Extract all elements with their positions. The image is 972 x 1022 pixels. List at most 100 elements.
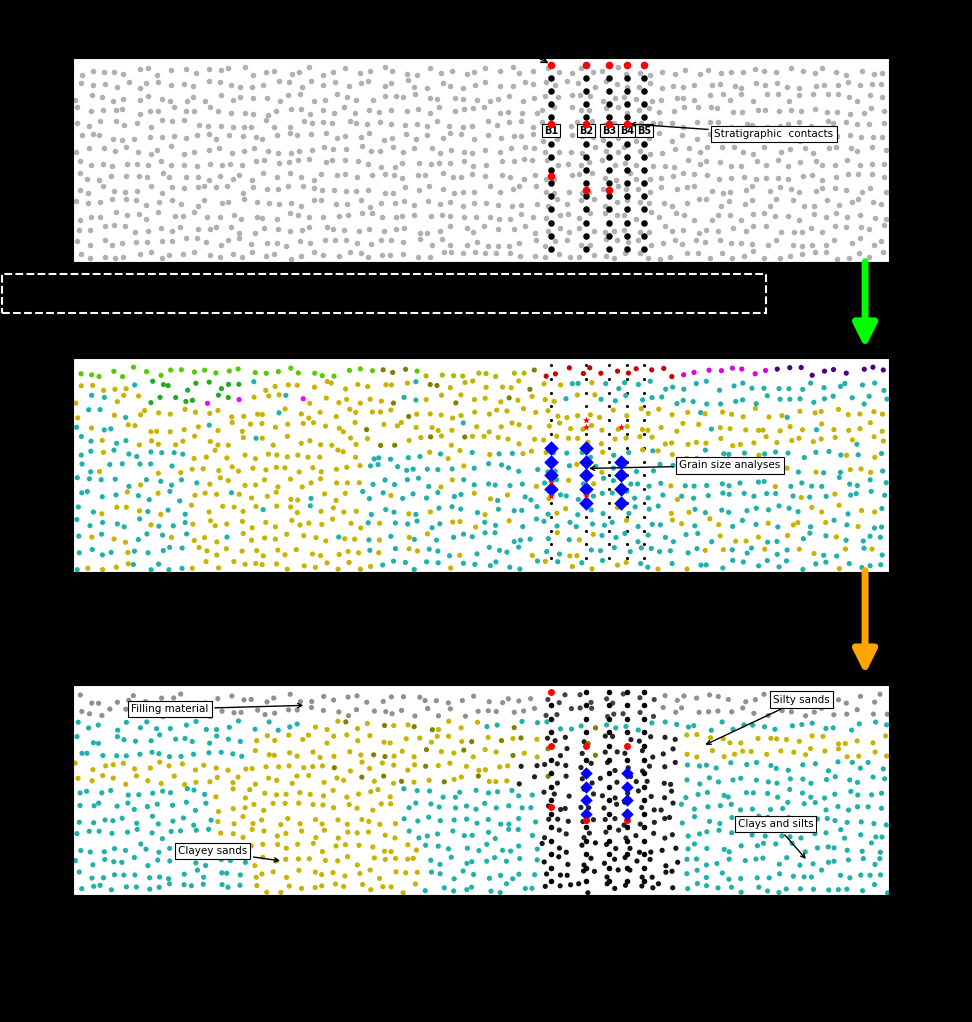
Point xyxy=(865,166,881,182)
Point xyxy=(340,689,356,705)
Point xyxy=(210,691,226,707)
Point xyxy=(808,244,823,261)
Point xyxy=(418,837,434,853)
Point xyxy=(176,76,191,92)
Point xyxy=(814,431,829,448)
Point xyxy=(459,810,474,827)
Point xyxy=(572,531,587,548)
Point xyxy=(304,546,320,562)
Point xyxy=(395,491,410,507)
Point xyxy=(106,363,122,379)
Point xyxy=(878,142,893,158)
Point xyxy=(553,801,569,818)
Point xyxy=(578,495,594,511)
Point xyxy=(623,476,639,493)
Point xyxy=(747,401,763,417)
Point xyxy=(249,869,264,885)
Point xyxy=(737,445,752,461)
Point xyxy=(349,688,364,704)
Point xyxy=(641,406,656,422)
Point xyxy=(772,693,787,709)
Point xyxy=(634,540,649,556)
Point xyxy=(456,184,471,200)
Point xyxy=(637,109,652,126)
Point xyxy=(808,556,823,572)
Point xyxy=(129,183,145,199)
Point xyxy=(828,64,844,81)
Point xyxy=(396,144,411,160)
Point xyxy=(191,419,206,435)
Point xyxy=(602,426,617,443)
Point xyxy=(699,167,714,183)
Point xyxy=(795,237,811,253)
Point xyxy=(637,201,652,218)
Point xyxy=(619,495,635,511)
Point xyxy=(619,454,635,470)
Point xyxy=(84,695,99,711)
Point xyxy=(585,166,601,182)
Point xyxy=(610,421,626,437)
Point xyxy=(162,785,178,801)
Point xyxy=(607,880,622,896)
Point xyxy=(315,797,330,814)
Point xyxy=(95,768,111,784)
Point xyxy=(820,839,836,855)
Point xyxy=(377,185,393,201)
Point xyxy=(553,867,569,883)
Point xyxy=(467,485,482,502)
Point xyxy=(599,691,614,707)
Point xyxy=(145,808,160,825)
Point xyxy=(318,418,333,434)
Point xyxy=(600,876,615,892)
Point xyxy=(86,878,101,894)
Point xyxy=(571,210,586,226)
Point xyxy=(602,123,617,139)
Point xyxy=(442,193,458,210)
Point xyxy=(698,234,713,250)
Point xyxy=(735,144,750,160)
Point xyxy=(313,436,329,453)
Point xyxy=(338,140,354,156)
Point xyxy=(838,736,853,752)
Point xyxy=(361,248,376,265)
Point xyxy=(470,768,486,784)
Point xyxy=(359,694,374,710)
Point xyxy=(481,424,497,440)
Point xyxy=(329,493,344,509)
Point xyxy=(362,542,377,558)
Point xyxy=(375,484,391,501)
Point xyxy=(538,249,553,266)
Point xyxy=(259,884,274,900)
Point xyxy=(560,156,575,173)
Point xyxy=(576,830,592,846)
Point xyxy=(248,153,263,170)
Point xyxy=(296,558,312,574)
Point xyxy=(82,470,97,486)
Point xyxy=(221,389,236,406)
Point xyxy=(543,550,559,566)
Point xyxy=(543,412,559,428)
Point xyxy=(867,375,883,391)
Point xyxy=(757,446,773,462)
Point xyxy=(705,183,720,199)
Point xyxy=(633,555,648,571)
Point xyxy=(699,477,714,494)
Point xyxy=(841,74,856,90)
Point xyxy=(619,481,635,498)
Point xyxy=(71,528,87,545)
Point xyxy=(212,75,227,91)
Point xyxy=(738,196,753,213)
Point xyxy=(117,732,132,748)
Point xyxy=(153,473,168,490)
Point xyxy=(325,511,340,527)
Point xyxy=(266,119,282,135)
Point xyxy=(619,873,635,889)
Point xyxy=(377,78,393,94)
Point xyxy=(585,129,601,145)
Point xyxy=(174,540,190,556)
Point xyxy=(791,80,807,96)
Point xyxy=(188,375,203,391)
Point xyxy=(580,434,596,451)
Point xyxy=(543,779,559,795)
Point xyxy=(702,511,717,527)
